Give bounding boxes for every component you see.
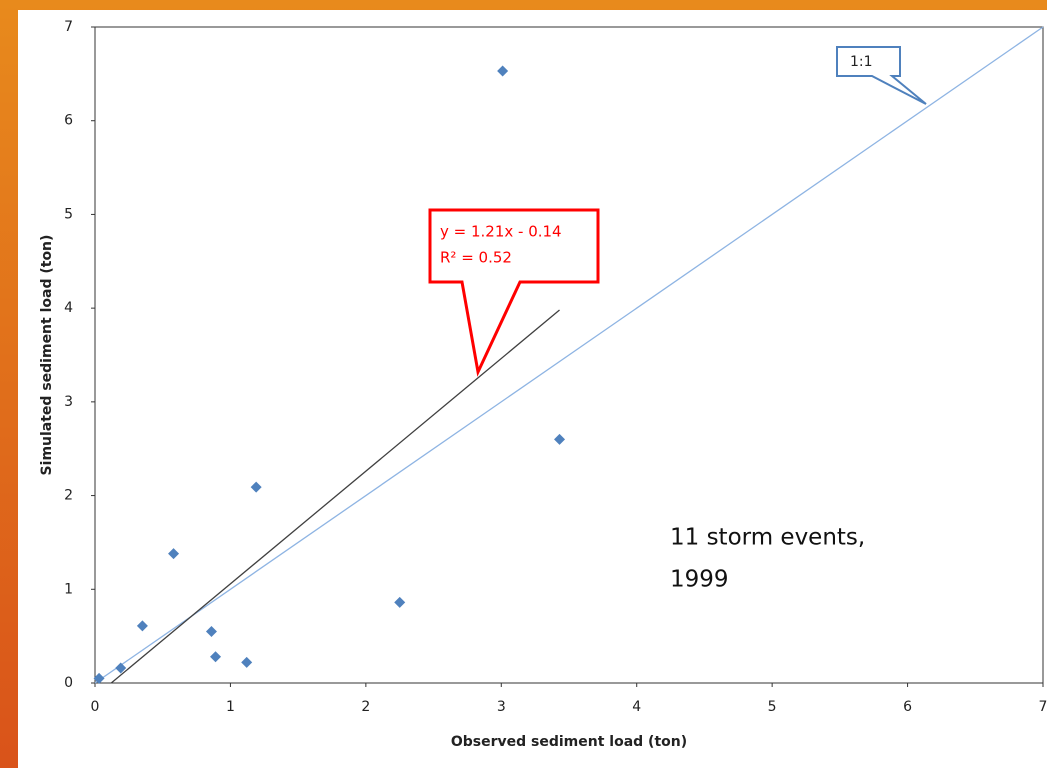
x-tick-label: 4 bbox=[632, 699, 641, 715]
trend-callout bbox=[428, 208, 600, 377]
reference-label: 1:1 bbox=[850, 54, 873, 70]
x-tick-label: 6 bbox=[903, 699, 912, 715]
data-point bbox=[205, 625, 217, 637]
x-tick-label: 5 bbox=[768, 699, 777, 715]
data-point bbox=[136, 620, 148, 632]
x-tick-label: 7 bbox=[1039, 699, 1047, 715]
x-tick-label: 1 bbox=[226, 699, 235, 715]
y-tick-label: 2 bbox=[64, 488, 73, 504]
y-tick-label: 7 bbox=[64, 19, 73, 35]
y-tick-label: 4 bbox=[64, 300, 73, 316]
plot-area: 0 1 2 3 4 5 6 7 0 1 2 3 4 5 6 7 bbox=[64, 19, 1047, 715]
data-point bbox=[168, 548, 180, 560]
annotation: 1999 bbox=[670, 567, 729, 593]
y-tick-label: 0 bbox=[64, 675, 73, 691]
chart-panel bbox=[18, 10, 1047, 768]
x-tick-label: 3 bbox=[497, 699, 506, 715]
x-axis-title: Observed sediment load (ton) bbox=[451, 734, 687, 750]
reference-line bbox=[94, 26, 1044, 684]
data-point bbox=[554, 433, 566, 445]
y-tick-label: 6 bbox=[64, 113, 73, 129]
data-point bbox=[115, 662, 127, 674]
y-tick-label: 3 bbox=[64, 394, 73, 410]
annotation: 11 storm events, bbox=[670, 525, 865, 551]
data-point bbox=[210, 651, 222, 663]
trend-line bbox=[110, 309, 560, 684]
reference-callout bbox=[836, 46, 927, 105]
y-tick-label: 1 bbox=[64, 581, 73, 597]
y-axis-title: Simulated sediment load (ton) bbox=[39, 235, 55, 476]
data-point bbox=[497, 65, 509, 77]
x-tick-label: 2 bbox=[361, 699, 370, 715]
data-point bbox=[250, 481, 262, 493]
y-tick-label: 5 bbox=[64, 206, 73, 222]
data-point bbox=[93, 672, 105, 684]
data-point bbox=[241, 656, 253, 668]
plot-frame bbox=[94, 26, 1044, 684]
trend-equation: y = 1.21x - 0.14 bbox=[440, 223, 562, 241]
x-tick-label: 0 bbox=[91, 699, 100, 715]
trend-r2: R² = 0.52 bbox=[440, 249, 512, 267]
data-point bbox=[394, 596, 406, 608]
